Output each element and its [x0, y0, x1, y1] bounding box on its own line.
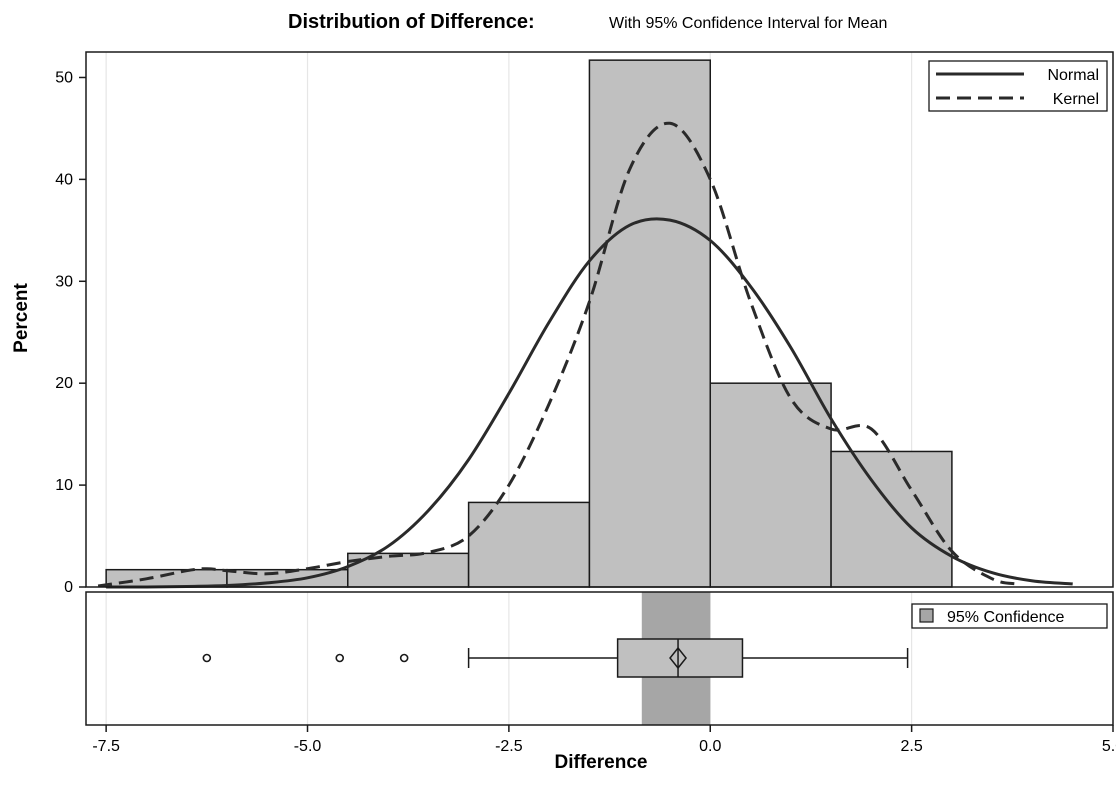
y-tick-label-0: 0 — [64, 579, 73, 596]
outlier-point-0 — [202, 653, 212, 663]
plot-frames — [85, 51, 1114, 726]
chart-title: Distribution of Difference: With 95% Con… — [288, 11, 887, 33]
histogram-bar-5 — [709, 382, 832, 588]
y-tick-label-5: 50 — [55, 69, 73, 86]
box-iqr — [616, 638, 744, 678]
axis-ticks: -7.5 -5.0 -2.5 0.0 2.5 5.0 0 10 20 30 40 50 — [55, 69, 1116, 755]
y-tick-label-4: 40 — [55, 171, 73, 188]
boxplot — [202, 638, 909, 678]
x-tick-label-0: -7.5 — [92, 738, 120, 755]
density-curve-normal — [106, 217, 1073, 589]
x-tick-label-4: 2.5 — [901, 738, 923, 755]
ci-legend-box — [911, 603, 1108, 629]
x-tick-label-5: 5.0 — [1102, 738, 1116, 755]
plot-frame-bottom — [85, 591, 1114, 726]
ci-legend-swatch — [919, 608, 934, 623]
histogram-bars — [105, 59, 953, 588]
chart-subtitle: With 95% Confidence Interval for Mean — [609, 15, 887, 32]
y-tick-label-1: 10 — [55, 477, 73, 494]
density-curve-kernel — [97, 121, 1017, 588]
x-tick-label-1: -5.0 — [294, 738, 322, 755]
mean-marker — [669, 646, 687, 670]
chart-title-main: Distribution of Difference: — [288, 11, 535, 33]
legend-label-kernel: Kernel — [1053, 91, 1099, 108]
legend: Normal Kernel 95% Confidence — [911, 60, 1108, 629]
legend-box — [928, 60, 1108, 112]
x-tick-label-3: 0.0 — [699, 738, 721, 755]
outlier-point-2 — [399, 653, 409, 663]
density-curves — [97, 121, 1073, 589]
legend-label-normal: Normal — [1047, 67, 1099, 84]
plot-frame-top — [85, 51, 1114, 588]
histogram-bar-4 — [588, 59, 712, 588]
y-axis-label: Percent — [11, 282, 32, 352]
histogram-bar-0 — [105, 568, 228, 588]
ci-legend-label: 95% Confidence — [947, 609, 1065, 626]
y-tick-label-3: 30 — [55, 273, 73, 290]
histogram-bar-6 — [830, 450, 953, 588]
outlier-point-1 — [335, 653, 345, 663]
x-tick-label-2: -2.5 — [495, 738, 523, 755]
x-axis-label: Difference — [555, 752, 648, 773]
y-tick-label-2: 20 — [55, 375, 73, 392]
